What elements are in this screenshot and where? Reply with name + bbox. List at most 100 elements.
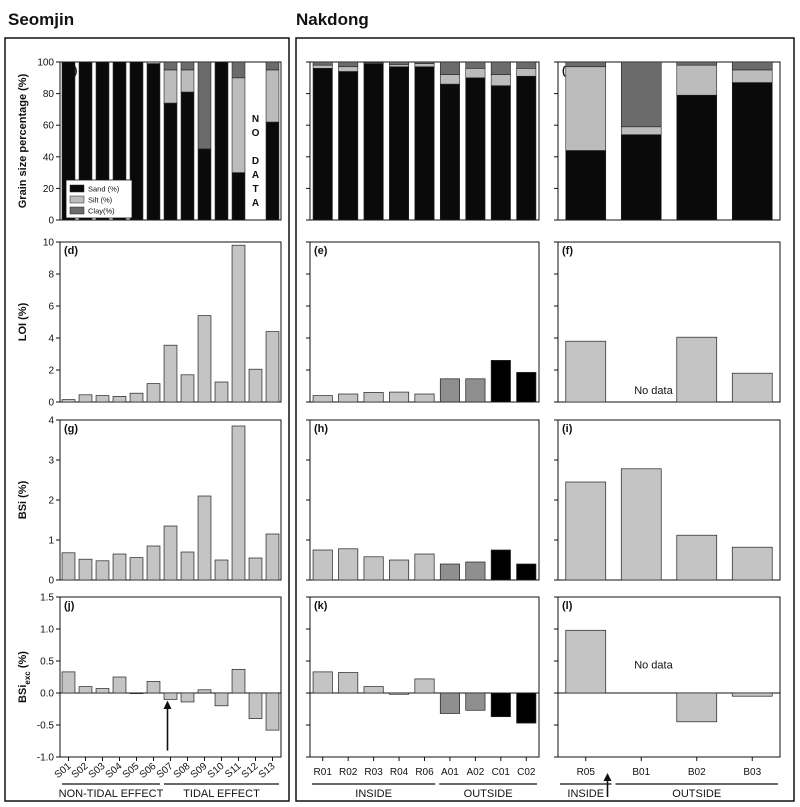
bar-clay-a01	[439, 61, 460, 75]
panel-label: (j)	[64, 600, 75, 612]
bar-s01	[61, 552, 76, 581]
group-label: TIDAL EFFECT	[183, 788, 260, 800]
x-tick-label: A01	[441, 767, 459, 778]
bar-s02	[78, 558, 93, 581]
x-tick-label: A02	[466, 767, 484, 778]
bar-sand-s07	[163, 102, 178, 221]
y-tick-label: 0	[48, 576, 54, 587]
bar-r06	[414, 553, 435, 581]
x-tick-label: S13	[257, 761, 278, 781]
bar-s05	[129, 557, 144, 581]
bar-r04	[389, 692, 410, 695]
bar-s10	[214, 692, 229, 707]
group-label: OUTSIDE	[464, 788, 513, 800]
bar-clay-s09	[197, 61, 212, 150]
bar-sand-r01	[312, 68, 333, 221]
bar-sand-s13	[265, 121, 280, 221]
bar-b02	[676, 336, 718, 403]
x-tick-label: R01	[314, 767, 333, 778]
bar-silt-s07	[163, 69, 178, 104]
bar-sand-r06	[414, 66, 435, 221]
y-tick-label: 3	[48, 456, 54, 467]
panel-label: (i)	[562, 423, 573, 435]
group-label: OUTSIDE	[672, 788, 721, 800]
bar-b03	[731, 546, 773, 581]
bar-a02	[465, 692, 486, 711]
bar-s09	[197, 689, 212, 694]
bar-s06	[146, 681, 161, 694]
panel-label: (k)	[314, 600, 328, 612]
bar-s13	[265, 331, 280, 403]
x-tick-label: C02	[517, 767, 536, 778]
bar-silt-b03	[731, 69, 773, 83]
y-tick-label: 6	[48, 302, 54, 313]
bar-silt-s13	[265, 69, 280, 123]
y-tick-label: 40	[43, 152, 55, 163]
bar-sand-b01	[620, 134, 662, 221]
bar-sand-s09	[197, 148, 212, 221]
bar-clay-b03	[731, 61, 773, 71]
bar-s03	[95, 560, 110, 581]
bar-silt-c01	[490, 74, 511, 86]
y-tick-label: 0.5	[40, 657, 54, 668]
no-data-letter: N	[252, 114, 259, 125]
bar-c02	[516, 563, 537, 581]
y-axis-label: BSiexc (%)	[17, 651, 32, 703]
bar-s10	[214, 559, 229, 581]
bar-a02	[465, 561, 486, 581]
no-data-letter: A	[252, 170, 259, 181]
x-tick-label: R02	[339, 767, 358, 778]
bar-s07	[163, 344, 178, 403]
x-tick-label: C01	[492, 767, 511, 778]
bar-silt-r05	[565, 66, 607, 151]
bar-c02	[516, 372, 537, 403]
y-tick-label: 8	[48, 270, 54, 281]
bar-r05	[565, 481, 607, 581]
bar-sand-s11	[231, 172, 246, 221]
legend-label: Sand (%)	[88, 185, 120, 194]
bar-r01	[312, 671, 333, 694]
bar-r02	[338, 393, 359, 403]
bar-a01	[439, 378, 460, 403]
y-tick-label: 2	[48, 366, 54, 377]
panel-frame-j	[59, 596, 282, 758]
frame-seomjin	[4, 37, 290, 802]
bar-s06	[146, 545, 161, 581]
bar-clay-s08	[180, 61, 195, 71]
bar-sand-s05	[129, 61, 144, 221]
bar-r01	[312, 549, 333, 581]
x-tick-label: B02	[688, 767, 706, 778]
bar-r04	[389, 559, 410, 581]
y-tick-label: 0	[48, 398, 54, 409]
bar-c01	[490, 692, 511, 718]
bar-r03	[363, 686, 384, 694]
bar-clay-c01	[490, 61, 511, 75]
bar-clay-s07	[163, 61, 178, 71]
y-tick-label: 100	[37, 58, 54, 69]
legend-swatch	[69, 184, 85, 193]
bar-sand-b02	[676, 94, 718, 221]
bar-b03	[731, 372, 773, 403]
bar-silt-a02	[465, 68, 486, 79]
y-tick-label: 2	[48, 496, 54, 507]
bar-sand-b03	[731, 82, 773, 221]
x-tick-label: B03	[743, 767, 761, 778]
bar-s07	[163, 692, 178, 700]
panel-label: (l)	[562, 600, 573, 612]
bar-r04	[389, 391, 410, 403]
bar-s01	[61, 671, 76, 694]
panel-label: (h)	[314, 423, 328, 435]
y-tick-label: 60	[43, 121, 55, 132]
panel-label: (g)	[64, 423, 78, 435]
bar-clay-s13	[265, 61, 280, 71]
y-tick-label: 0	[48, 216, 54, 227]
bar-sand-a01	[439, 83, 460, 221]
bar-silt-s11	[231, 77, 246, 173]
bar-sand-r03	[363, 63, 384, 221]
y-tick-label: 0.0	[40, 689, 54, 700]
bar-clay-r05	[565, 61, 607, 68]
bar-r03	[363, 556, 384, 581]
y-tick-label: 1	[48, 536, 54, 547]
panel-label: (e)	[314, 245, 328, 257]
bar-c01	[490, 549, 511, 581]
